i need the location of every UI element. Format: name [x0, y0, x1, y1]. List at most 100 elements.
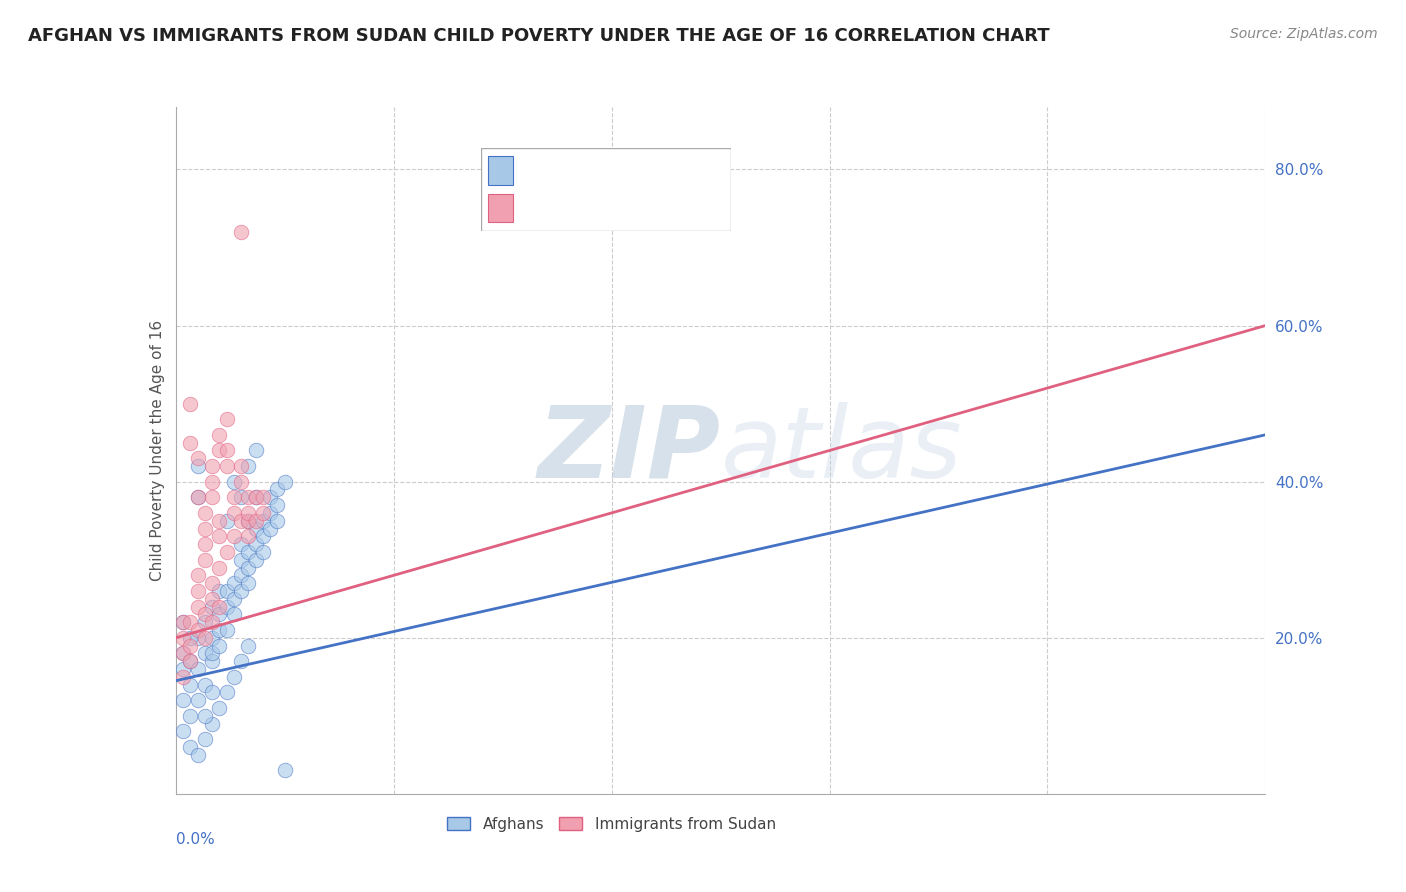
Point: [238, 514, 260, 528]
Legend: Afghans, Immigrants from Sudan: Afghans, Immigrants from Sudan: [441, 811, 782, 838]
Point: [201, 615, 224, 630]
Point: [194, 521, 217, 535]
Point: [238, 514, 260, 528]
Point: [186, 583, 209, 598]
Point: [179, 435, 201, 450]
Point: [194, 607, 217, 622]
Point: [245, 537, 267, 551]
Point: [231, 475, 253, 489]
Point: [222, 475, 245, 489]
Point: [186, 568, 209, 582]
Point: [208, 443, 231, 458]
Point: [201, 458, 224, 473]
Point: [172, 615, 194, 630]
Point: [172, 724, 194, 739]
Point: [238, 529, 260, 543]
Point: [194, 646, 217, 660]
Point: [186, 623, 209, 637]
Text: AFGHAN VS IMMIGRANTS FROM SUDAN CHILD POVERTY UNDER THE AGE OF 16 CORRELATION CH: AFGHAN VS IMMIGRANTS FROM SUDAN CHILD PO…: [28, 27, 1050, 45]
Point: [238, 639, 260, 653]
Point: [222, 591, 245, 606]
Point: [186, 451, 209, 466]
Point: [252, 506, 274, 520]
Point: [194, 678, 217, 692]
Point: [252, 514, 274, 528]
Point: [231, 654, 253, 668]
Point: [201, 631, 224, 645]
Point: [215, 443, 238, 458]
Point: [231, 583, 253, 598]
Point: [201, 576, 224, 591]
Y-axis label: Child Poverty Under the Age of 16: Child Poverty Under the Age of 16: [149, 320, 165, 581]
Point: [201, 685, 224, 699]
Point: [172, 631, 194, 645]
Point: [231, 568, 253, 582]
Point: [245, 514, 267, 528]
Point: [252, 545, 274, 559]
Point: [238, 560, 260, 574]
Point: [215, 412, 238, 426]
Point: [179, 615, 201, 630]
Point: [245, 443, 267, 458]
Point: [252, 490, 274, 504]
Text: atlas: atlas: [721, 402, 962, 499]
Point: [201, 654, 224, 668]
Point: [208, 583, 231, 598]
Point: [201, 475, 224, 489]
Point: [172, 646, 194, 660]
Point: [215, 583, 238, 598]
Point: [222, 607, 245, 622]
Point: [215, 545, 238, 559]
Point: [222, 490, 245, 504]
Point: [208, 701, 231, 715]
Point: [259, 490, 281, 504]
Point: [194, 631, 217, 645]
Point: [186, 662, 209, 676]
Point: [222, 506, 245, 520]
Point: [186, 693, 209, 707]
Point: [186, 458, 209, 473]
Point: [222, 576, 245, 591]
Point: [274, 764, 297, 778]
Point: [194, 708, 217, 723]
Point: [208, 639, 231, 653]
Point: [186, 490, 209, 504]
Point: [245, 521, 267, 535]
Point: [231, 552, 253, 567]
Point: [201, 591, 224, 606]
Point: [231, 514, 253, 528]
Point: [208, 427, 231, 442]
Point: [172, 662, 194, 676]
Point: [215, 599, 238, 614]
Point: [179, 654, 201, 668]
Point: [172, 646, 194, 660]
Point: [215, 458, 238, 473]
Point: [194, 732, 217, 747]
Point: [179, 639, 201, 653]
Text: 0.0%: 0.0%: [176, 831, 215, 847]
Point: [252, 529, 274, 543]
Point: [172, 670, 194, 684]
Point: [179, 708, 201, 723]
Point: [201, 490, 224, 504]
Point: [186, 490, 209, 504]
Text: Source: ZipAtlas.com: Source: ZipAtlas.com: [1230, 27, 1378, 41]
Point: [194, 537, 217, 551]
Point: [215, 685, 238, 699]
Point: [238, 576, 260, 591]
Point: [245, 490, 267, 504]
Point: [274, 475, 297, 489]
Point: [172, 693, 194, 707]
Point: [238, 545, 260, 559]
Point: [215, 514, 238, 528]
Point: [245, 490, 267, 504]
Point: [231, 458, 253, 473]
Point: [231, 537, 253, 551]
Point: [266, 514, 288, 528]
Text: ZIP: ZIP: [537, 402, 721, 499]
Point: [179, 740, 201, 755]
Point: [238, 506, 260, 520]
Point: [194, 615, 217, 630]
Point: [266, 498, 288, 512]
Point: [231, 225, 253, 239]
